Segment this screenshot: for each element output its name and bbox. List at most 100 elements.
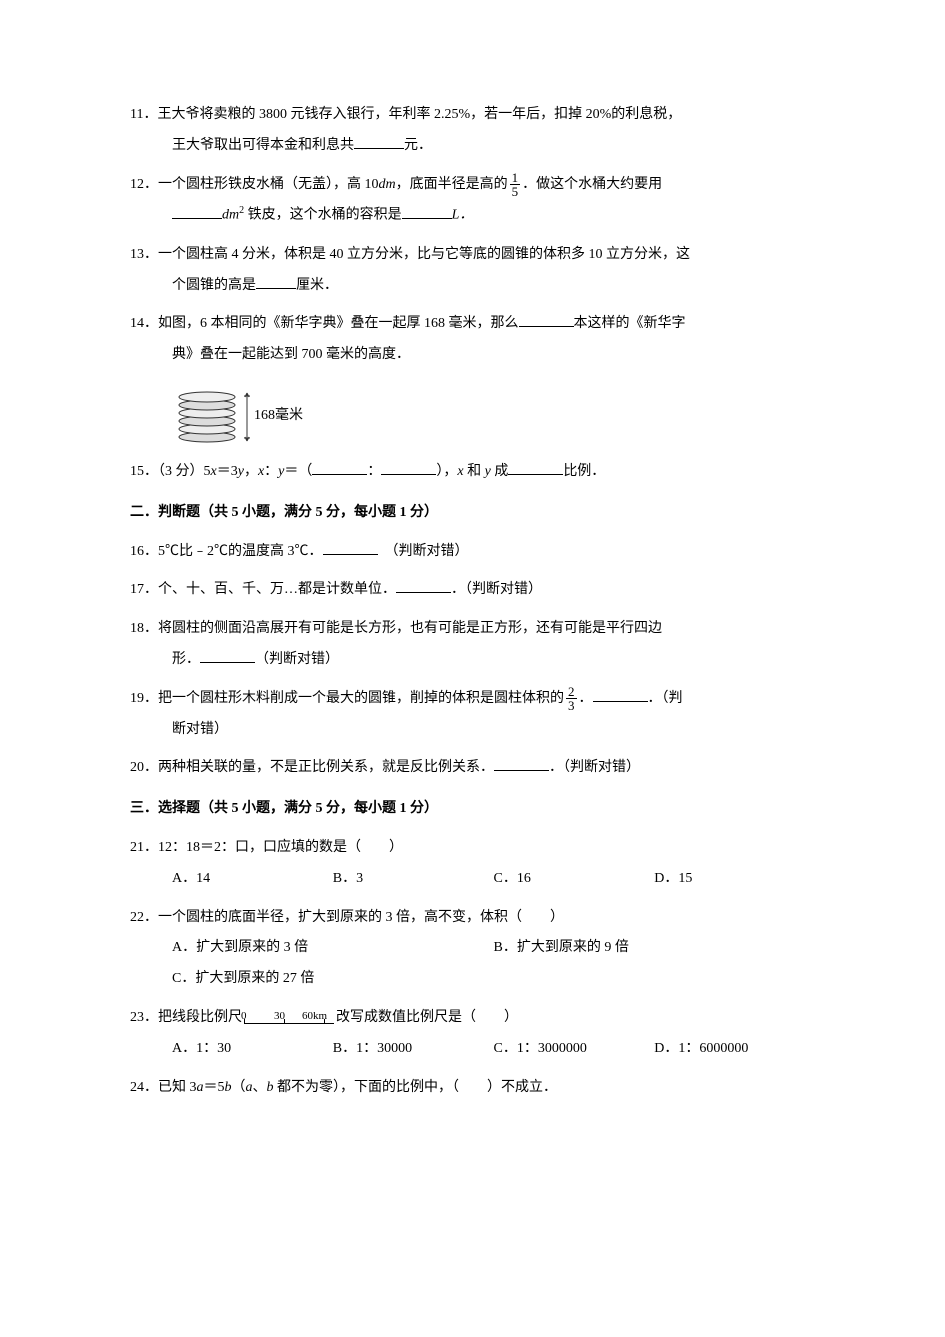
q17-blank[interactable] [396, 579, 451, 593]
scale-line [244, 1023, 334, 1024]
q12-text-a: 一个圆柱形铁皮水桶（无盖），高 10 [158, 177, 379, 192]
q20-blank[interactable] [494, 757, 549, 771]
question-13: 13．一个圆柱高 4 分米，体积是 40 立方分米，比与它等底的圆锥的体积多 1… [130, 240, 815, 302]
q22-opt-c[interactable]: C．扩大到原来的 27 倍 [172, 964, 494, 995]
q15-colon1: ： [264, 464, 278, 479]
q15-num: 15． [130, 464, 158, 479]
q22-text: 一个圆柱的底面半径，扩大到原来的 3 倍，高不变，体积（ ） [158, 910, 564, 925]
q23-opt-b[interactable]: B．1：30000 [333, 1034, 494, 1065]
q20-num: 20． [130, 760, 158, 775]
scale-0: 0 [241, 1004, 247, 1028]
question-16: 16．5℃比﹣2℃的温度高 3℃． （判断对错） [130, 537, 815, 568]
q18-blank[interactable] [200, 649, 255, 663]
question-18: 18．将圆柱的侧面沿高展开有可能是长方形，也有可能是正方形，还有可能是平行四边 … [130, 614, 815, 676]
q18-text-a: 将圆柱的侧面沿高展开有可能是长方形，也有可能是正方形，还有可能是平行四边 [158, 621, 662, 636]
question-14: 14．如图，6 本相同的《新华字典》叠在一起厚 168 毫米，那么本这样的《新华… [130, 309, 815, 449]
q15-blank3[interactable] [508, 461, 563, 475]
q24-text-a: 已知 3 [158, 1080, 197, 1095]
q23-opt-c[interactable]: C．1：3000000 [494, 1034, 655, 1065]
q15-text-f: 和 [464, 464, 485, 479]
q12-num: 12． [130, 177, 158, 192]
q19-fraction: 23 [566, 685, 577, 712]
q14-text-a: 如图，6 本相同的《新华字典》叠在一起厚 168 毫米，那么 [158, 316, 519, 331]
q23-text-b: 改写成数值比例尺是（ ） [336, 1010, 518, 1025]
q12-dm: dm [379, 177, 396, 192]
q22-num: 22． [130, 910, 158, 925]
q13-num: 13． [130, 247, 158, 262]
q15-blank1[interactable] [312, 461, 367, 475]
q21-text: 12：18＝2：口，口应填的数是（ ） [158, 840, 403, 855]
q22-opt-a[interactable]: A．扩大到原来的 3 倍 [172, 933, 494, 964]
q23-options: A．1：30 B．1：30000 C．1：3000000 D．1：6000000 [130, 1034, 815, 1065]
q22-opt-b[interactable]: B．扩大到原来的 9 倍 [494, 933, 816, 964]
section-3-title: 三．选择题（共 5 小题，满分 5 分，每小题 1 分） [130, 794, 815, 825]
question-15: 15．（3 分）5x＝3y，x：y＝（：），x 和 y 成比例． [130, 457, 815, 488]
q23-num: 23． [130, 1010, 158, 1025]
question-24: 24．已知 3a＝5b（a、b 都不为零），下面的比例中，（ ）不成立． [130, 1073, 815, 1104]
q13-line2: 个圆锥的高是 厘米． [130, 271, 815, 302]
q15-blank2[interactable] [381, 461, 436, 475]
q19-text-b: ． [579, 691, 593, 706]
q12-text-e: 铁皮，这个水桶的容积是 [244, 208, 402, 223]
q23-opt-a[interactable]: A．1：30 [172, 1034, 333, 1065]
q18-line2: 形．（判断对错） [130, 645, 815, 676]
q11-num: 11． [130, 107, 157, 122]
q12-frac-num: 1 [510, 171, 521, 185]
q24-text-b: ＝5 [204, 1080, 225, 1095]
q14-blank[interactable] [519, 313, 574, 327]
q24-num: 24． [130, 1080, 158, 1095]
q11-line2: 王大爷取出可得本金和利息共元． [130, 131, 815, 162]
q15-text-g: 成 [491, 464, 509, 479]
q12-line2: dm2 铁皮，这个水桶的容积是L． [130, 200, 815, 231]
q21-opt-c[interactable]: C．16 [494, 864, 655, 895]
q24-a2: a [246, 1080, 253, 1095]
q11-text-b: 王大爷取出可得本金和利息共 [172, 138, 354, 153]
books-stack-icon: 168毫米 [172, 379, 342, 449]
q19-blank[interactable] [593, 688, 648, 702]
q12-fraction: 15 [510, 171, 521, 198]
q15-text-h: 比例． [563, 464, 605, 479]
q13-blank[interactable] [256, 275, 296, 289]
q19-frac-num: 2 [566, 685, 577, 699]
q16-blank[interactable] [323, 541, 378, 555]
q15-text-d: ＝（ [284, 464, 312, 479]
section-2-title: 二．判断题（共 5 小题，满分 5 分，每小题 1 分） [130, 498, 815, 529]
scale-60: 60km [302, 1004, 327, 1028]
q17-text: 个、十、百、千、万…都是计数单位． [158, 582, 396, 597]
q12-blank2[interactable] [402, 205, 452, 219]
q15-text-a: （3 分）5 [158, 464, 211, 479]
q18-text-b: 形． [172, 652, 200, 667]
q18-num: 18． [130, 621, 158, 636]
q23-opt-d[interactable]: D．1：6000000 [654, 1034, 815, 1065]
q20-judge: ．（判断对错） [549, 760, 640, 775]
q12-blank1[interactable] [172, 205, 222, 219]
q12-dm2: dm [222, 208, 239, 223]
q24-text-c: （ [232, 1080, 246, 1095]
q24-a1: a [197, 1080, 204, 1095]
q21-num: 21． [130, 840, 158, 855]
q14-num: 14． [130, 316, 158, 331]
q19-text-a: 把一个圆柱形木料削成一个最大的圆锥，削掉的体积是圆柱体积的 [158, 691, 564, 706]
q11-blank[interactable] [354, 135, 404, 149]
q20-text: 两种相关联的量，不是正比例关系，就是反比例关系． [158, 760, 494, 775]
q19-num: 19． [130, 691, 158, 706]
scale-30: 30 [274, 1004, 285, 1028]
q15-text-e: ）， [436, 464, 457, 479]
scale-tick-0 [244, 1019, 245, 1024]
q13-text-c: 厘米． [296, 278, 338, 293]
q21-opt-d[interactable]: D．15 [654, 864, 815, 895]
question-20: 20．两种相关联的量，不是正比例关系，就是反比例关系． ．（判断对错） [130, 753, 815, 784]
q14-fig-label: 168毫米 [254, 406, 303, 423]
q19-line2: 断对错） [130, 715, 815, 746]
question-19: 19．把一个圆柱形木料削成一个最大的圆锥，削掉的体积是圆柱体积的23． ．（判 断… [130, 684, 815, 746]
q19-judge: ．（判 [648, 691, 683, 706]
q12-frac-den: 5 [510, 185, 521, 198]
q14-figure: 168毫米 [172, 379, 815, 449]
q21-opt-a[interactable]: A．14 [172, 864, 333, 895]
q14-line2: 典》叠在一起能达到 700 毫米的高度． [130, 340, 815, 371]
question-11: 11．王大爷将卖粮的 3800 元钱存入银行，年利率 2.25%，若一年后，扣掉… [130, 100, 815, 162]
q21-opt-b[interactable]: B．3 [333, 864, 494, 895]
q13-text-b: 个圆锥的高是 [172, 278, 256, 293]
q13-text-a: 一个圆柱高 4 分米，体积是 40 立方分米，比与它等底的圆锥的体积多 10 立… [158, 247, 690, 262]
q19-text-c: 断对错） [172, 722, 228, 737]
